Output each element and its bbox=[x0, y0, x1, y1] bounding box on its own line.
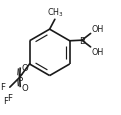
Text: S: S bbox=[17, 73, 22, 82]
Text: OH: OH bbox=[91, 48, 103, 57]
Text: F: F bbox=[0, 82, 5, 91]
Text: O: O bbox=[22, 83, 28, 92]
Text: CH$_3$: CH$_3$ bbox=[47, 6, 64, 19]
Text: OH: OH bbox=[91, 25, 103, 34]
Text: F: F bbox=[7, 93, 12, 102]
Text: F: F bbox=[4, 96, 9, 105]
Text: O: O bbox=[22, 63, 28, 72]
Text: B: B bbox=[79, 36, 85, 45]
